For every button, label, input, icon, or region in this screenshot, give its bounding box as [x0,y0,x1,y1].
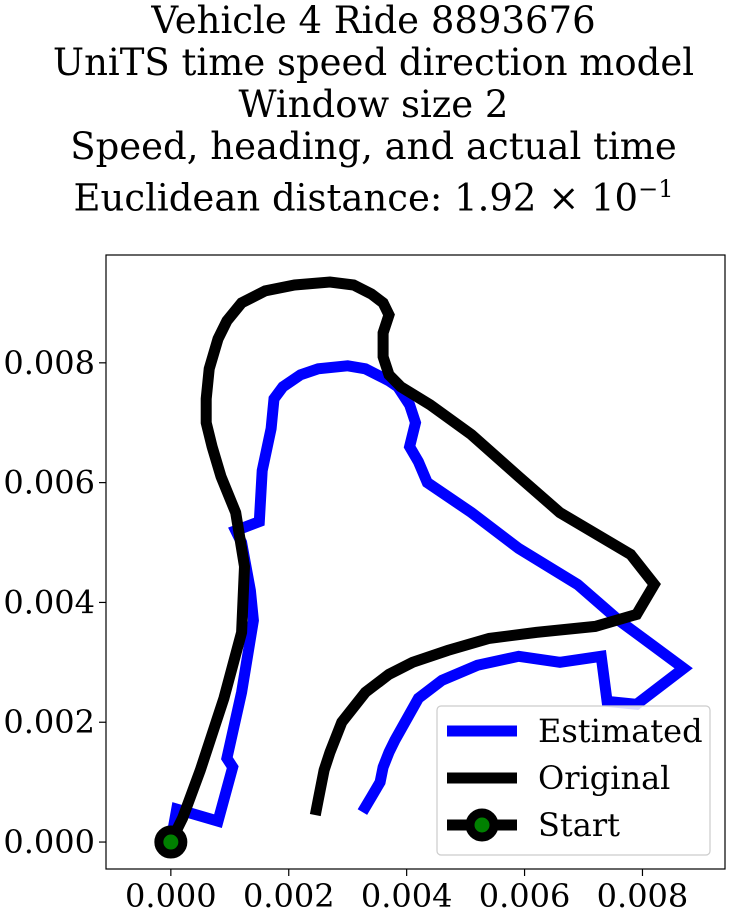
title-distance-prefix: Euclidean distance: 1.92 [73,176,537,220]
x-tick-label: 0.000 [125,877,217,915]
start-marker [154,825,188,859]
y-tick-label: 0.002 [3,703,95,741]
title-line-3: Window size 2 [238,83,509,126]
title-line-1: Vehicle 4 Ride 8893676 [151,0,596,42]
x-tick-label: 0.008 [597,877,689,915]
legend-label-start: Start [538,806,620,844]
plot-frame [105,254,726,870]
legend: Estimated Original Start [436,705,711,856]
title-distance-suffix: × 10 [548,176,639,220]
title-line-2: UniTS time speed direction model [52,41,695,84]
chart-title: Vehicle 4 Ride 8893676 UniTS time speed … [0,0,747,219]
legend-start-marker [465,808,499,842]
y-tick-label: 0.008 [3,344,95,382]
x-tick-label: 0.004 [361,877,453,915]
series-layer [154,276,693,859]
y-tick-label: 0.006 [3,464,95,502]
title-distance-exponent: −1 [638,175,674,203]
x-axis: 0.000 0.002 0.004 0.006 0.008 [125,869,688,915]
x-tick-label: 0.006 [479,877,571,915]
x-tick-label: 0.002 [243,877,335,915]
y-tick-label: 0.004 [3,583,95,621]
y-axis: 0.000 0.002 0.004 0.006 0.008 [3,344,106,861]
legend-box [436,705,711,856]
legend-label-original: Original [538,759,670,797]
title-line-4: Speed, heading, and actual time [70,125,677,168]
series-line-original [165,276,661,845]
legend-label-estimated: Estimated [538,712,703,750]
title-line-5: Euclidean distance: 1.92 × 10−1 [0,168,747,219]
y-tick-label: 0.000 [3,823,95,861]
